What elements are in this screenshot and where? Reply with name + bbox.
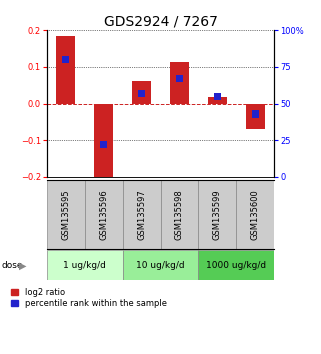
Text: 1 ug/kg/d: 1 ug/kg/d [63, 261, 106, 270]
Title: GDS2924 / 7267: GDS2924 / 7267 [104, 15, 217, 29]
Text: GSM135598: GSM135598 [175, 189, 184, 240]
Text: GSM135599: GSM135599 [213, 189, 222, 240]
Bar [198, 250, 274, 280]
Bar [237, 180, 274, 249]
Text: GSM135595: GSM135595 [61, 189, 70, 240]
Bar [198, 180, 237, 249]
Bar [132, 81, 151, 103]
Text: 1000 ug/kg/d: 1000 ug/kg/d [206, 261, 266, 270]
Bar [176, 75, 183, 82]
Text: GSM135597: GSM135597 [137, 189, 146, 240]
Bar [123, 250, 198, 280]
Text: 10 ug/kg/d: 10 ug/kg/d [136, 261, 185, 270]
Bar [208, 97, 227, 103]
Bar [214, 92, 221, 100]
Bar [138, 90, 145, 97]
Bar [123, 180, 160, 249]
Bar [47, 180, 84, 249]
Bar [94, 103, 113, 179]
Text: dose: dose [2, 261, 23, 270]
Bar [252, 110, 259, 118]
Text: ▶: ▶ [19, 260, 26, 270]
Bar [160, 180, 198, 249]
Text: GSM135600: GSM135600 [251, 189, 260, 240]
Bar [56, 36, 75, 103]
Bar [47, 250, 123, 280]
Bar [246, 103, 265, 129]
Bar [100, 141, 107, 148]
Bar [62, 56, 69, 63]
Bar [170, 62, 189, 103]
Bar [84, 180, 123, 249]
Legend: log2 ratio, percentile rank within the sample: log2 ratio, percentile rank within the s… [11, 287, 168, 309]
Text: GSM135596: GSM135596 [99, 189, 108, 240]
